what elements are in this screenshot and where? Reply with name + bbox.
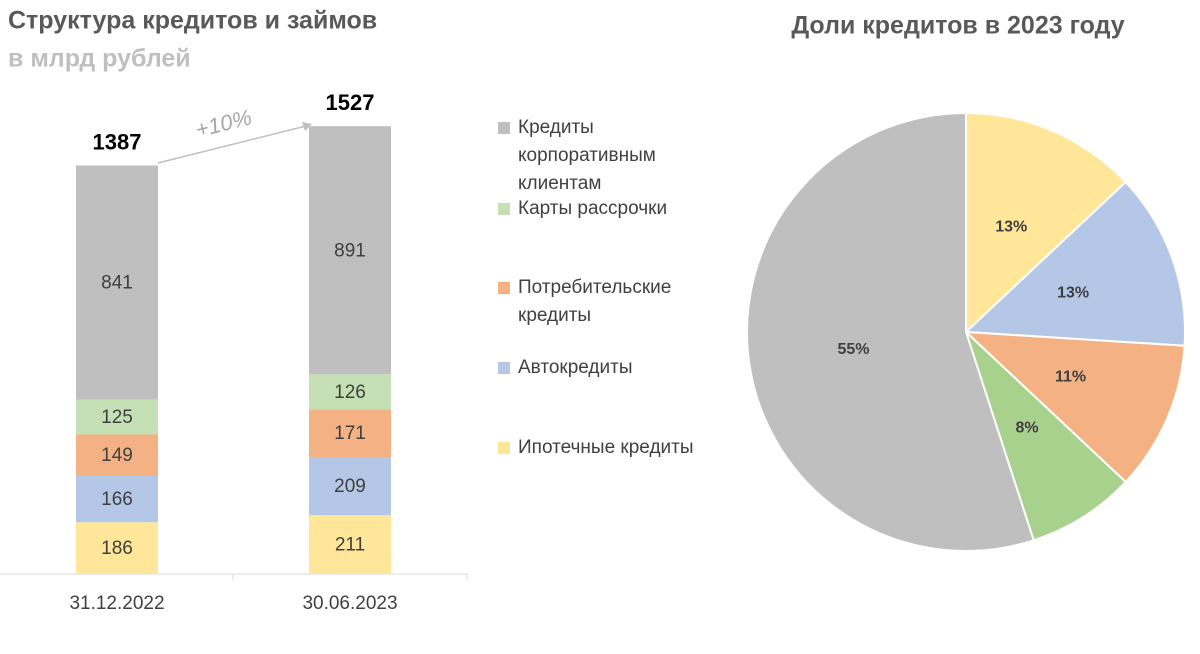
legend-label: Кредиты корпоративным клиентам: [518, 117, 656, 194]
bar-segment: [76, 165, 158, 400]
slice-label: 8%: [1015, 419, 1038, 436]
pie-slice: [965, 111, 1128, 335]
legend-label: Автокредиты: [518, 357, 633, 378]
legend-item: Кредиты корпоративным клиентам: [498, 114, 688, 198]
legend-swatch: [498, 122, 510, 134]
growth-arrow: [157, 125, 307, 164]
pie-slice: [965, 331, 1128, 542]
slice-label: 13%: [1057, 285, 1089, 302]
value-label: 211: [335, 535, 365, 556]
value-label: 126: [334, 382, 366, 403]
growth-annotation: +10%: [193, 104, 254, 142]
bar-segment: [309, 374, 391, 410]
pie-slice: [963, 180, 1186, 347]
slice-label: 55%: [838, 341, 870, 358]
x-tick-label: 30.06.2023: [302, 593, 397, 614]
legend-label: Карты рассрочки: [518, 198, 668, 219]
value-label: 171: [334, 423, 366, 444]
value-label: 125: [101, 407, 133, 428]
value-label: 841: [101, 273, 133, 294]
pie-title: Доли кредитов в 2023 году: [791, 12, 1124, 40]
bar-segment: [309, 409, 391, 458]
pie-slice: [963, 330, 1186, 484]
bar-segment: [309, 457, 391, 516]
legend-item: Автокредиты: [498, 354, 718, 382]
pie-slice: [746, 111, 1035, 552]
legend-label: Потребительские кредиты: [518, 277, 672, 326]
bar-segment: [76, 522, 158, 574]
legend-swatch: [498, 203, 510, 215]
legend-swatch: [498, 442, 510, 454]
legend-label: Ипотечные кредиты: [518, 437, 694, 458]
slice-label: 11%: [1055, 368, 1086, 385]
value-label: 209: [334, 476, 366, 497]
total-label: 1527: [326, 90, 375, 115]
bar-segment: [76, 475, 158, 523]
x-tick-label: 31.12.2022: [69, 593, 164, 614]
value-label: 186: [101, 538, 133, 559]
value-label: 891: [334, 240, 366, 261]
arrow-head: [302, 122, 312, 131]
legend-item: Ипотечные кредиты: [498, 434, 748, 462]
legend-swatch: [498, 362, 510, 374]
legend-item: Карты рассрочки: [498, 195, 718, 223]
bar-title: Структура кредитов и займов: [8, 7, 377, 35]
legend-item: Потребительские кредиты: [498, 274, 693, 330]
value-label: 166: [101, 489, 133, 510]
bar-segment: [76, 434, 158, 476]
legend-swatch: [498, 282, 510, 294]
bar-segment: [309, 515, 391, 574]
slice-label: 13%: [995, 219, 1027, 236]
total-label: 1387: [93, 129, 142, 154]
value-label: 149: [101, 445, 133, 466]
bar-segment: [309, 126, 391, 375]
bar-subtitle: в млрд рублей: [8, 45, 191, 73]
bar-segment: [76, 399, 158, 435]
